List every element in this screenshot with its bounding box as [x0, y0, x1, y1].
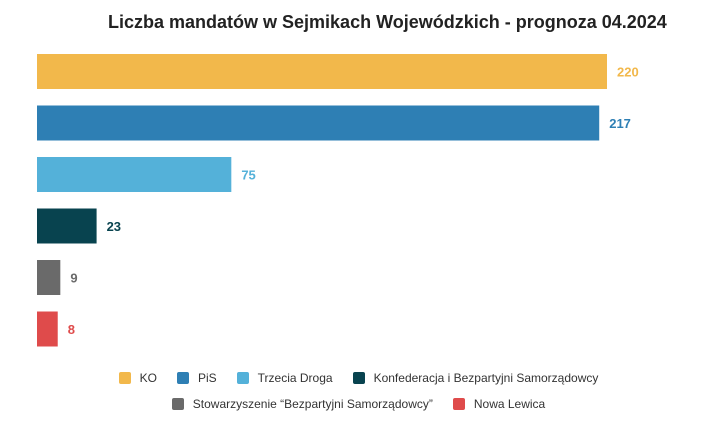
- bar-ko[interactable]: [37, 54, 607, 89]
- data-label-nowa-lewica: 8: [68, 322, 75, 337]
- bar-nowa-lewica[interactable]: [37, 311, 58, 347]
- legend-item-trzecia-droga[interactable]: Trzecia Droga: [236, 371, 333, 385]
- legend-swatch-nowa-lewica: [452, 398, 465, 410]
- legend-item-pis[interactable]: PiS: [176, 371, 217, 385]
- bar-konfederacja[interactable]: [37, 208, 97, 244]
- legend-label-nowa-lewica: Nowa Lewica: [473, 397, 546, 411]
- legend-label-stowarzyszenie: Stowarzyszenie “Bezpartyjni Samorządowcy…: [192, 397, 433, 411]
- legend-label-ko: KO: [139, 371, 157, 385]
- legend-item-ko[interactable]: KO: [118, 371, 157, 385]
- legend-item-konfederacja[interactable]: Konfederacja i Bezpartyjni Samorządowcy: [352, 371, 599, 385]
- bar-pis[interactable]: [37, 105, 600, 141]
- legend-swatch-ko: [118, 372, 131, 384]
- legend-item-stowarzyszenie[interactable]: Stowarzyszenie “Bezpartyjni Samorządowcy…: [171, 397, 433, 411]
- legend-row-2: Stowarzyszenie “Bezpartyjni Samorządowcy…: [0, 397, 717, 411]
- data-label-ko: 220: [617, 65, 639, 80]
- bar-chart: 220 217 75 23 9 8: [37, 54, 639, 347]
- bar-stowarzyszenie[interactable]: [37, 260, 61, 295]
- data-label-konfederacja: 23: [107, 219, 121, 234]
- data-label-pis: 217: [609, 116, 631, 131]
- data-label-stowarzyszenie: 9: [70, 271, 77, 286]
- bar-trzecia-droga[interactable]: [37, 157, 232, 192]
- legend-swatch-pis: [176, 372, 189, 384]
- legend-label-pis: PiS: [197, 371, 217, 385]
- legend-item-nowa-lewica[interactable]: Nowa Lewica: [452, 397, 546, 411]
- legend-label-trzecia-droga: Trzecia Droga: [257, 371, 333, 385]
- legend-label-konfederacja: Konfederacja i Bezpartyjni Samorządowcy: [373, 371, 599, 385]
- legend-swatch-trzecia-droga: [236, 372, 249, 384]
- data-label-trzecia-droga: 75: [241, 168, 255, 183]
- legend-swatch-stowarzyszenie: [171, 398, 184, 410]
- legend-swatch-konfederacja: [352, 372, 365, 384]
- legend-row-1: KO PiS Trzecia Droga Konfederacja i Bezp…: [0, 371, 717, 385]
- chart-title: Liczba mandatów w Sejmikach Wojewódzkich…: [108, 12, 667, 32]
